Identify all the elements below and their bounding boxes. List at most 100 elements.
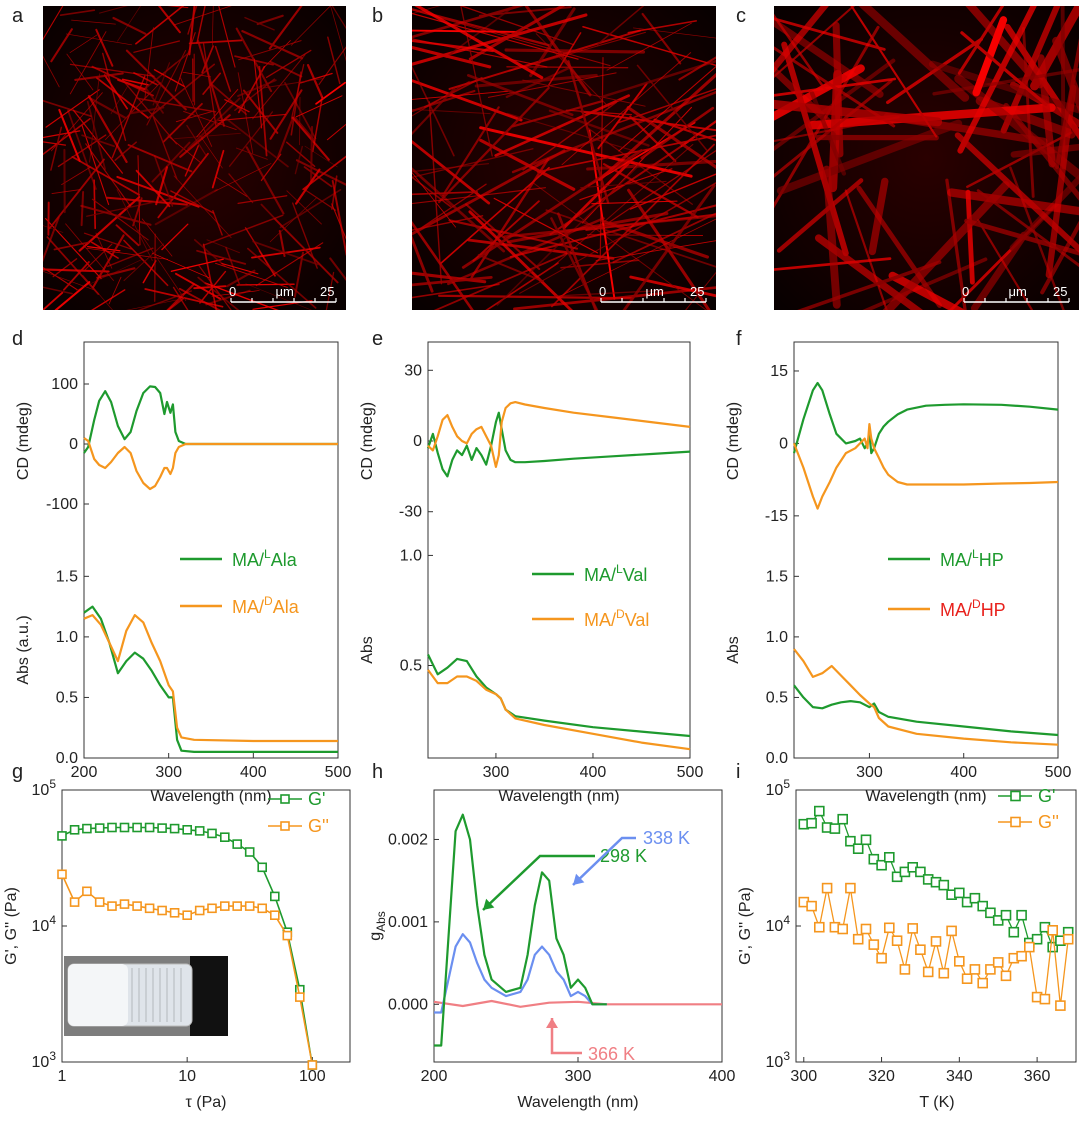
- micrograph-b: 0 μm 25: [412, 6, 716, 310]
- legend-label: MA/DHP: [940, 597, 1006, 620]
- tick-exponent: 5: [49, 777, 56, 791]
- fiber: [509, 204, 716, 258]
- fiber: [146, 49, 187, 126]
- data-point: [269, 910, 280, 921]
- y-tick-label: 0.002: [388, 831, 428, 848]
- x-tick-label: 300: [790, 1068, 817, 1085]
- y-tick-label: 0.5: [56, 689, 78, 706]
- fiber: [43, 270, 94, 290]
- fiber: [325, 271, 335, 310]
- fiber: [85, 143, 131, 207]
- fiber: [315, 81, 346, 105]
- tick-exponent: 3: [783, 1049, 790, 1063]
- fiber: [235, 147, 268, 160]
- fiber: [151, 252, 210, 279]
- legend-label: MA/LVal: [584, 562, 647, 585]
- legend-superscript: L: [972, 547, 979, 561]
- fiber: [152, 62, 171, 106]
- abs-axis-label: Abs: [725, 636, 742, 664]
- fiber: [685, 271, 716, 310]
- fiber: [61, 166, 91, 186]
- y-tick-label: 1.5: [56, 568, 78, 585]
- fiber: [166, 283, 195, 310]
- fiber: [312, 96, 324, 153]
- fiber: [284, 82, 317, 140]
- data-point: [94, 823, 105, 833]
- legend-label: G'': [308, 816, 329, 836]
- x-axis-label: Wavelength (nm): [865, 788, 986, 805]
- fiber: [215, 176, 248, 197]
- data-point: [1047, 941, 1058, 953]
- data-point: [107, 901, 117, 911]
- data-point: [883, 922, 895, 934]
- fiber: [269, 197, 318, 243]
- fiber: [774, 17, 886, 51]
- fiber: [774, 46, 896, 128]
- fiber: [326, 123, 346, 141]
- fiber: [412, 8, 550, 47]
- annotation-arrow-366k: [550, 1018, 582, 1055]
- fiber: [244, 16, 275, 31]
- fiber: [153, 69, 185, 88]
- fiber: [242, 89, 279, 134]
- fiber: [256, 14, 284, 26]
- fiber: [976, 189, 1079, 268]
- fiber: [618, 181, 716, 240]
- data-point: [282, 930, 293, 941]
- fiber: [193, 239, 226, 267]
- fiber: [83, 232, 132, 250]
- scale-bar-end: 25: [690, 284, 704, 299]
- legend-label: G'': [1038, 812, 1059, 832]
- cd-series-MA/DHP: [792, 423, 1059, 510]
- fiber: [597, 82, 648, 150]
- fiber: [487, 72, 617, 98]
- fiber: [65, 223, 114, 281]
- y-label-subscript: Abs: [374, 911, 388, 932]
- data-point: [876, 952, 887, 964]
- panel-label-h: h: [372, 761, 383, 783]
- y-tick-label: 0: [413, 433, 422, 450]
- y-tick-label: 30: [404, 362, 422, 379]
- data-point: [294, 992, 305, 1002]
- fiber: [86, 197, 175, 217]
- y-tick-label: 104: [32, 913, 57, 935]
- fiber: [442, 106, 500, 197]
- fiber: [641, 12, 682, 65]
- fiber: [945, 178, 967, 310]
- cd-series-MA/DAla: [83, 437, 338, 491]
- legend-suffix: Val: [625, 610, 650, 630]
- fiber-group: [43, 6, 346, 310]
- fiber: [211, 149, 225, 189]
- data-point: [837, 813, 849, 825]
- data-point: [132, 822, 142, 833]
- data-point: [169, 907, 180, 918]
- fiber: [822, 165, 841, 309]
- data-point: [1031, 933, 1043, 945]
- legend-prefix: MA/: [940, 550, 972, 570]
- fiber: [627, 20, 697, 34]
- fiber: [640, 106, 715, 160]
- fiber: [776, 119, 963, 195]
- fiber: [187, 97, 241, 150]
- x-tick-label: 200: [71, 764, 98, 781]
- legend-suffix: Ala: [273, 597, 300, 617]
- fiber: [414, 6, 544, 80]
- fiber: [184, 145, 199, 177]
- fiber: [468, 6, 566, 61]
- fiber: [582, 26, 716, 67]
- cd-axis-label: CD (mdeg): [725, 402, 742, 480]
- fiber: [58, 108, 81, 163]
- x-tick-label: 400: [240, 764, 267, 781]
- legend-marker: [280, 794, 290, 804]
- fiber: [868, 177, 889, 256]
- x-axis-label: Wavelength (nm): [498, 788, 619, 805]
- data-point: [806, 817, 817, 829]
- fiber: [187, 6, 198, 35]
- fiber: [204, 282, 279, 310]
- data-point: [1024, 941, 1035, 953]
- plot-frame: [793, 341, 1059, 759]
- fiber: [241, 30, 304, 60]
- fiber: [964, 218, 1079, 256]
- data-point: [813, 921, 825, 933]
- y-tick-label: 0: [69, 436, 78, 453]
